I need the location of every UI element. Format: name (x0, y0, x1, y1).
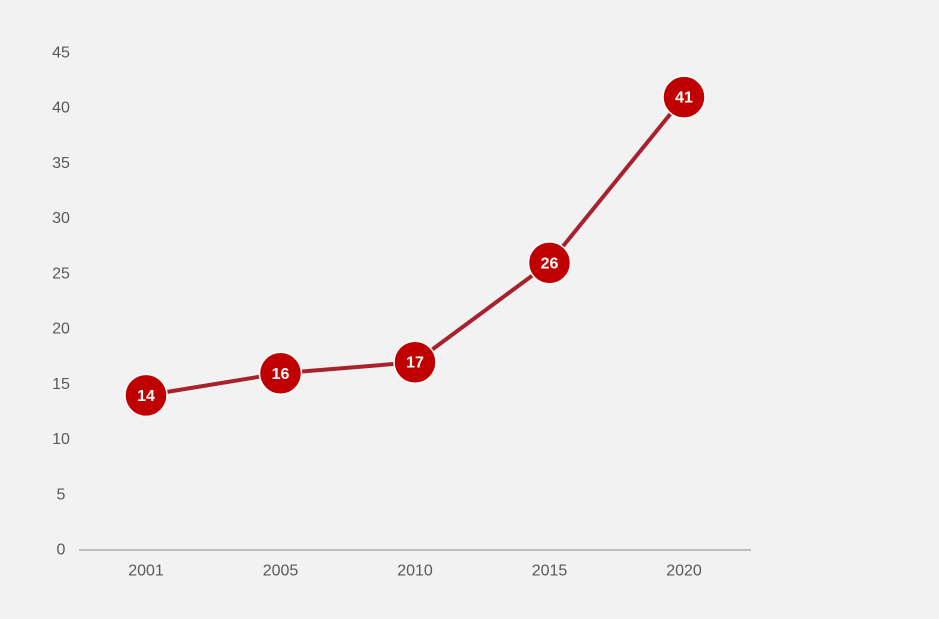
data-point-marker (662, 75, 706, 119)
data-point-marker (124, 373, 168, 418)
data-point-marker (258, 351, 303, 396)
y-tick-label: 10 (52, 431, 70, 448)
data-label: 14 (137, 388, 155, 405)
y-tick-label: 45 (52, 45, 70, 62)
y-tick-label: 35 (52, 155, 70, 172)
y-axis: 0 5 10 15 20 25 30 35 40 45 (52, 45, 70, 559)
y-tick-label: 15 (52, 376, 70, 393)
data-label: 16 (272, 366, 290, 383)
x-tick-label: 2001 (128, 563, 164, 580)
x-axis: 2001 2005 2010 2015 2020 (79, 549, 751, 580)
y-tick-label: 40 (52, 100, 70, 117)
x-tick-label: 2010 (397, 563, 433, 580)
x-tick-label: 2005 (263, 563, 299, 580)
x-tick-label: 2020 (666, 563, 702, 580)
data-label: 17 (406, 355, 424, 372)
data-label: 41 (675, 90, 693, 107)
y-tick-label: 0 (57, 542, 66, 559)
x-tick-label: 2015 (532, 563, 568, 580)
y-tick-label: 30 (52, 210, 70, 227)
y-tick-label: 25 (52, 265, 70, 282)
y-tick-label: 5 (57, 486, 66, 503)
data-point-marker (393, 340, 437, 384)
series-layer: 14 16 17 26 41 (124, 75, 706, 418)
y-tick-label: 20 (52, 321, 70, 338)
data-label: 26 (541, 255, 559, 272)
data-point-marker (527, 241, 572, 285)
